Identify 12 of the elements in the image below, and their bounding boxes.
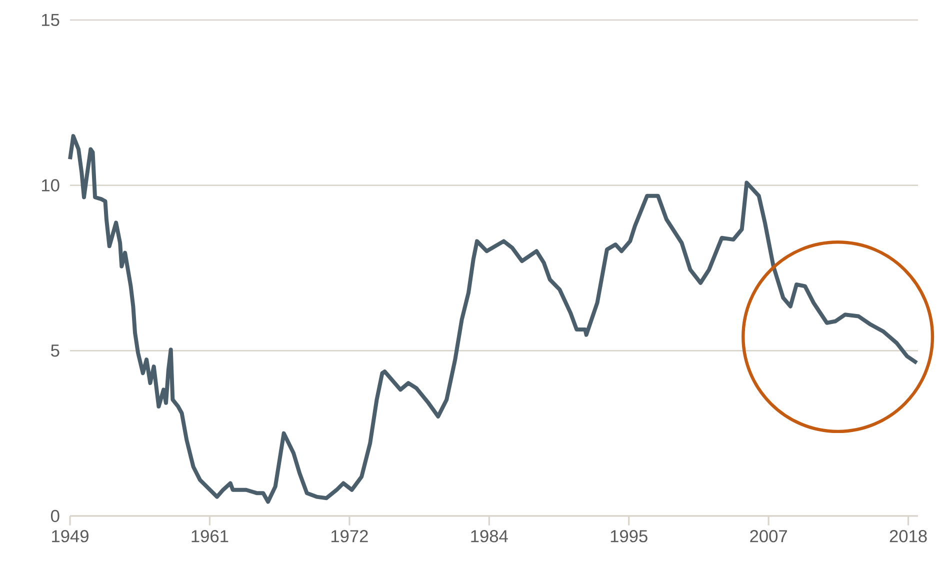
x-tick-label: 1949 bbox=[52, 530, 88, 542]
x-tick-label: 1984 bbox=[471, 530, 508, 542]
x-tick-label: 1961 bbox=[192, 530, 228, 542]
y-tick-label: 0 bbox=[50, 510, 60, 522]
y-tick-label: 5 bbox=[51, 344, 60, 357]
y-tick-label: 10 bbox=[42, 179, 60, 192]
x-tick-label: 1972 bbox=[331, 530, 368, 542]
y-tick-label: 15 bbox=[42, 14, 60, 26]
x-tick-label: 2007 bbox=[750, 530, 787, 542]
x-tick-label: 1995 bbox=[610, 530, 648, 542]
line-series bbox=[68, 134, 919, 504]
x-tick-label: 2018 bbox=[890, 530, 927, 542]
